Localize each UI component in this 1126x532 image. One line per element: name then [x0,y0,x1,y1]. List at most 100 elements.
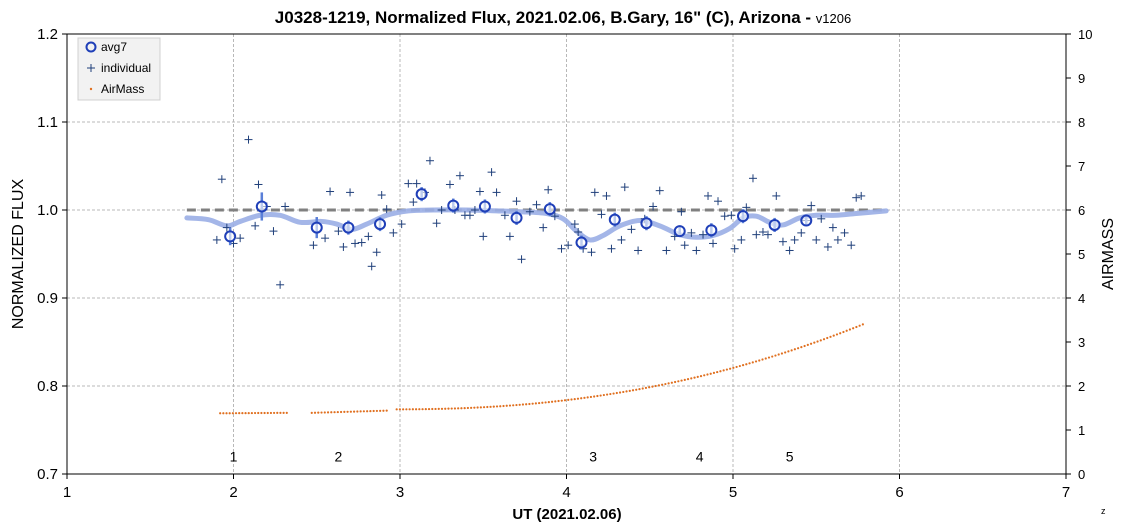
airmass-point [822,338,826,341]
airmass-point [589,395,593,399]
y-tick-label: 1.2 [37,26,58,43]
airmass-point [466,406,469,410]
individual-point [326,187,335,196]
airmass-point [673,380,677,384]
airmass-point [269,411,273,415]
airmass-point [761,358,764,361]
avg7-point [478,199,491,214]
individual-point [574,228,583,236]
individual-point [367,262,376,271]
airmass-point [257,411,260,415]
airmass-point [375,409,379,413]
avg7-point [640,216,653,231]
airmass-point [473,406,476,409]
airmass-point [434,407,437,411]
individual-point [840,228,849,237]
avg7-marker [224,230,237,243]
y2-tick-label: 4 [1078,291,1085,306]
individual-point [470,206,479,214]
airmass-point [560,399,563,402]
avg7-marker [640,217,653,230]
avg7-marker [705,224,718,237]
airmass-point [225,412,228,415]
legend-individual-label: individual [101,61,151,75]
airmass-point [651,385,654,388]
airmass-point [667,382,670,385]
individual-point [817,214,826,223]
individual-point [714,197,723,206]
airmass-point [382,409,385,412]
airmass-point [618,391,622,394]
legend-airmass-label: AirMass [101,82,144,96]
airmass-point [366,410,369,413]
airmass-point [550,400,554,403]
annotation-label: 1 [230,448,238,464]
individual-point [377,191,386,200]
individual-point [217,175,226,184]
individual-point [357,238,366,247]
individual-point [397,220,406,229]
legend: avg7 individual AirMass [77,37,161,101]
individual-point [254,180,263,189]
individual-point [852,193,861,202]
airmass-point [670,381,673,384]
individual-point [276,280,285,289]
airmass-point [599,394,602,397]
airmass-point [719,370,722,373]
airmass-point [244,412,247,415]
x-tick-label: 7 [1062,484,1070,501]
individual-point [500,211,509,220]
y-tick-label: 1.1 [37,114,58,131]
airmass-point [800,346,803,349]
airmass-point [596,394,599,398]
airmass-point [241,412,244,415]
individual-point [634,246,643,255]
individual-point [409,198,418,207]
airmass-point [819,339,822,342]
legend-individual-marker [87,64,95,72]
airmass-point [547,400,550,404]
legend-avg7-marker [85,41,97,53]
airmass-point [703,374,706,377]
airmass-point [431,407,434,411]
airmass-point [570,398,573,401]
airmass-point [219,412,222,415]
airmass-point [414,408,418,411]
individual-point [823,242,832,251]
avg7-marker [575,236,588,249]
individual-point [662,246,671,255]
avg7-point [447,198,460,213]
airmass-point [359,410,362,413]
x-tick-label: 6 [895,484,903,501]
individual-point [692,246,701,255]
y2-tick-label: 3 [1078,335,1085,350]
individual-point [597,210,606,219]
individual-point [236,234,245,243]
individual-point [772,191,781,200]
individual-point [334,227,343,236]
airmass-point [576,397,580,400]
individual-point [465,211,474,220]
airmass-point [457,407,460,410]
individual-point [412,179,421,188]
individual-point [557,244,566,253]
airmass-point [557,399,560,403]
airmass-point [421,408,424,411]
individual-point [742,203,751,212]
avg7-point [768,217,781,232]
airmass-point [806,343,809,347]
airmass-point [238,412,241,415]
legend-avg7-label: avg7 [101,40,127,54]
avg7-point [736,209,749,224]
y2-axis-title: AIRMASS [1100,218,1117,290]
y-axis-ticks: 0.7 0.8 0.9 1.0 1.1 1.2 [37,26,67,483]
individual-point [620,183,629,192]
airmass-point [745,363,748,366]
avg7-point [415,187,428,202]
airmass-point [729,367,732,370]
airmass-point [790,349,793,352]
airmass-point [754,360,758,363]
airmass-point [525,403,528,406]
x-tick-label: 2 [229,484,237,501]
